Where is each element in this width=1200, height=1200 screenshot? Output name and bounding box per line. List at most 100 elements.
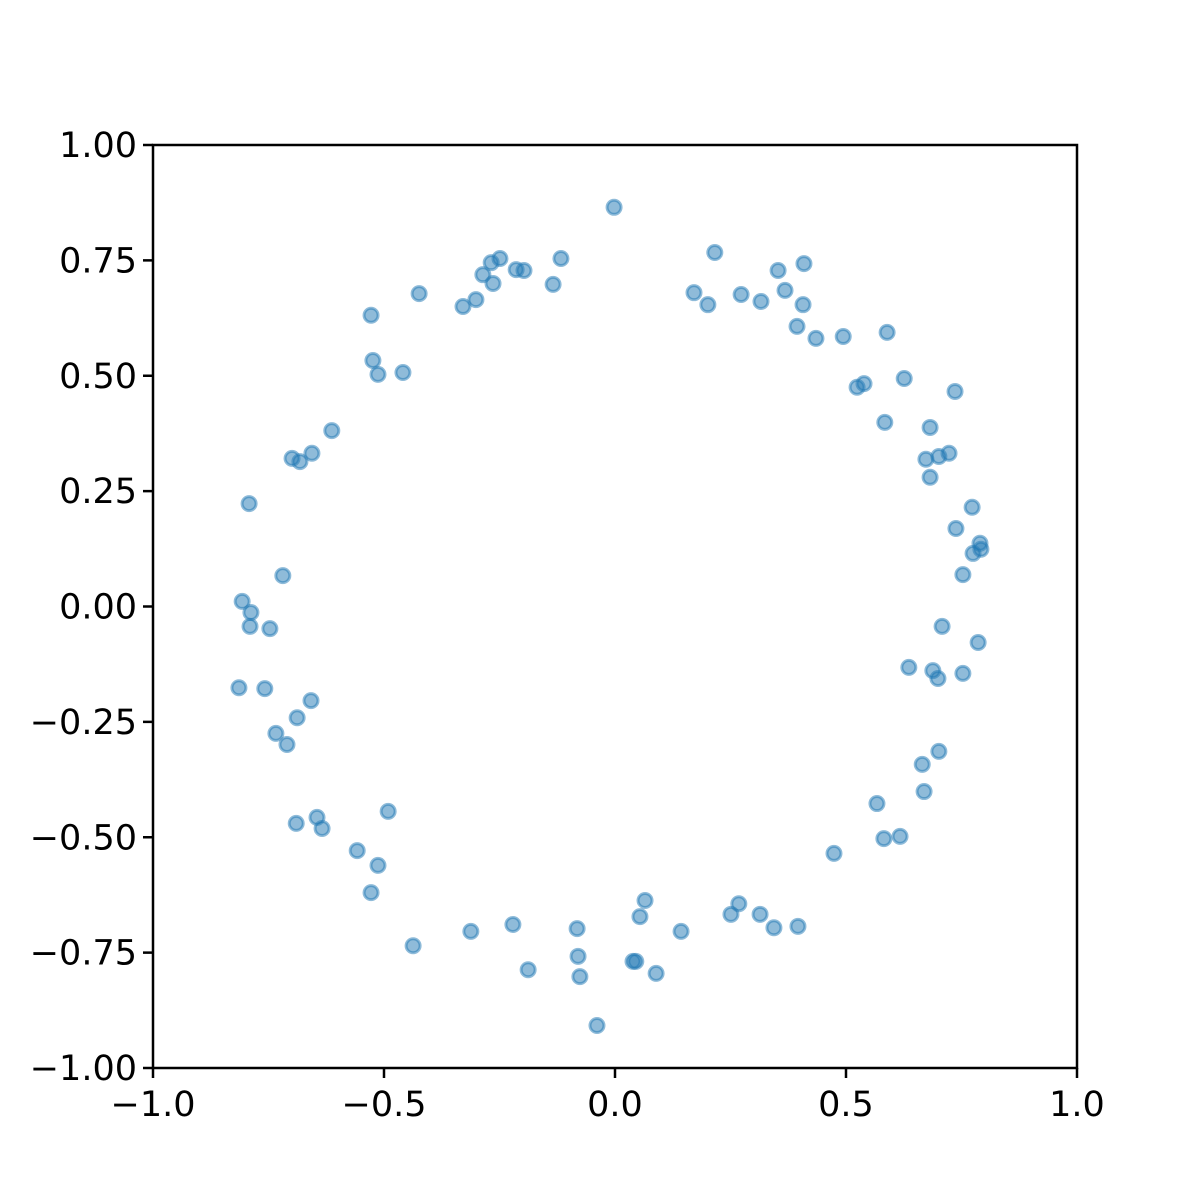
point <box>921 418 939 436</box>
point <box>878 323 896 341</box>
point <box>954 566 972 584</box>
point <box>752 292 770 310</box>
y-tick-label: 0.50 <box>59 357 137 397</box>
point <box>895 370 913 388</box>
x-tick-label: 0.0 <box>587 1085 643 1125</box>
point <box>913 755 931 773</box>
point <box>930 742 948 760</box>
point <box>794 296 812 314</box>
point <box>364 352 382 370</box>
y-tick-label: 0.75 <box>59 241 137 281</box>
point <box>379 802 397 820</box>
point <box>636 891 654 909</box>
point <box>954 664 972 682</box>
point <box>929 669 947 687</box>
point <box>241 617 259 635</box>
point <box>915 783 933 801</box>
point <box>515 262 533 280</box>
point <box>868 795 886 813</box>
point <box>467 291 485 309</box>
point <box>261 620 279 638</box>
y-tick-label: 0.00 <box>59 588 137 628</box>
point <box>627 952 645 970</box>
point <box>233 592 251 610</box>
point <box>751 905 769 923</box>
point <box>732 286 750 304</box>
point <box>569 947 587 965</box>
x-tick-label: 1.0 <box>1049 1085 1105 1125</box>
point <box>288 709 306 727</box>
point <box>552 250 570 268</box>
point <box>369 856 387 874</box>
point <box>571 968 589 986</box>
point <box>788 317 806 335</box>
point <box>482 254 500 272</box>
x-tick-label: −1.0 <box>111 1085 196 1125</box>
point <box>875 830 893 848</box>
y-tick-label: −0.75 <box>30 934 137 974</box>
point <box>303 444 321 462</box>
point <box>891 827 909 845</box>
point <box>454 298 472 316</box>
y-tick-label: −0.50 <box>30 818 137 858</box>
point <box>605 198 623 216</box>
point <box>685 284 703 302</box>
point <box>504 915 522 933</box>
point <box>274 567 292 585</box>
point <box>287 814 305 832</box>
point <box>256 680 274 698</box>
point <box>278 735 296 753</box>
point <box>947 520 965 538</box>
point <box>876 413 894 431</box>
point <box>776 281 794 299</box>
point <box>825 844 843 862</box>
point <box>699 296 717 314</box>
point <box>313 819 331 837</box>
point <box>765 919 783 937</box>
point <box>706 244 724 262</box>
point <box>855 375 873 393</box>
point <box>631 908 649 926</box>
point <box>963 498 981 516</box>
point <box>971 534 989 552</box>
point <box>672 922 690 940</box>
y-tick-label: −0.25 <box>30 703 137 743</box>
point <box>900 658 918 676</box>
point <box>921 468 939 486</box>
point <box>484 274 502 292</box>
point <box>302 692 320 710</box>
point <box>795 255 813 273</box>
point <box>323 422 341 440</box>
point <box>544 275 562 293</box>
point <box>933 617 951 635</box>
point <box>769 262 787 280</box>
point <box>362 884 380 902</box>
point <box>291 453 309 471</box>
point <box>647 964 665 982</box>
point <box>348 842 366 860</box>
x-tick-label: 0.5 <box>818 1085 874 1125</box>
point <box>394 364 412 382</box>
point <box>362 306 380 324</box>
point <box>730 895 748 913</box>
point <box>404 937 422 955</box>
point <box>519 961 537 979</box>
point <box>789 917 807 935</box>
x-tick-label: −0.5 <box>342 1085 427 1125</box>
point <box>834 328 852 346</box>
point <box>940 444 958 462</box>
point <box>230 679 248 697</box>
point <box>588 1017 606 1035</box>
point <box>946 382 964 400</box>
point <box>267 724 285 742</box>
y-tick-label: 0.25 <box>59 472 137 512</box>
point <box>807 329 825 347</box>
point <box>410 285 428 303</box>
y-tick-label: −1.00 <box>30 1049 137 1089</box>
y-tick-label: 1.00 <box>59 126 137 166</box>
point <box>240 495 258 513</box>
point <box>568 920 586 938</box>
point <box>462 922 480 940</box>
